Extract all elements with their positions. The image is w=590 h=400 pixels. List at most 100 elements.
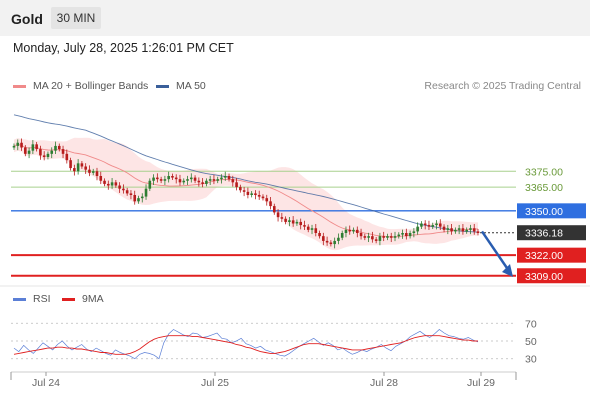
- time-tick-label: Jul 28: [370, 377, 398, 389]
- ma50-line: [13, 114, 479, 233]
- legend-rsi-swatch: [13, 297, 26, 301]
- candle-body: [110, 182, 114, 186]
- candle-body: [457, 228, 461, 230]
- rsi-tick-30: 30: [525, 354, 537, 366]
- candle-body: [235, 182, 238, 188]
- projection-arrow-shaft: [480, 230, 511, 272]
- legend-ma20-label: MA 20 + Bollinger Bands: [33, 80, 149, 92]
- candle-body: [454, 229, 457, 232]
- candle-body: [303, 225, 306, 227]
- candle-body: [265, 198, 269, 202]
- candle-body: [107, 183, 110, 186]
- candle-body: [291, 220, 295, 224]
- candle-body: [314, 228, 318, 233]
- legend-ma50-swatch: [156, 84, 169, 88]
- candle-body: [254, 193, 257, 195]
- legend-9ma-swatch: [62, 297, 75, 301]
- candle-body: [295, 221, 299, 224]
- time-tick-label: Jul 29: [467, 377, 495, 389]
- legend-ma20: MA 20 + Bollinger Bands: [13, 80, 148, 92]
- legend-ma50: MA 50: [156, 80, 206, 92]
- candle-body: [24, 147, 27, 154]
- candle-body: [250, 193, 253, 195]
- candle-body: [186, 179, 189, 181]
- candle-body: [46, 153, 50, 157]
- rsi-series-9MA: [13, 335, 478, 355]
- candle-body: [280, 217, 284, 219]
- candle-body: [427, 225, 431, 227]
- level-tag-3309.00: [517, 268, 586, 284]
- candle-body: [389, 236, 393, 238]
- candle-body: [148, 180, 152, 189]
- candle-body: [401, 233, 404, 235]
- level-label-3309.00: 3309.00: [525, 271, 563, 283]
- candle-body: [382, 236, 385, 238]
- bollinger-band: [14, 137, 478, 251]
- candle-body: [73, 168, 76, 172]
- candle-body: [469, 228, 472, 230]
- candle-body: [20, 142, 23, 148]
- candle-body: [91, 171, 95, 173]
- candle-body: [118, 185, 121, 189]
- candle-body: [393, 236, 397, 238]
- candle-body: [167, 176, 170, 180]
- candle-body: [65, 153, 69, 161]
- candle-body: [12, 145, 16, 148]
- instrument-title: Gold: [11, 11, 43, 27]
- level-tag-3322.00: [517, 247, 586, 263]
- candle-body: [416, 226, 419, 232]
- candle-body: [31, 144, 35, 151]
- candle-body: [178, 179, 182, 183]
- candle-body: [363, 236, 367, 238]
- candle-body: [288, 220, 291, 222]
- candle-body: [163, 179, 167, 181]
- candle-body: [378, 236, 382, 241]
- candle-body: [257, 195, 261, 197]
- ma20-line: [13, 143, 478, 238]
- candle-body: [227, 176, 231, 180]
- candle-body: [306, 226, 310, 230]
- candle-body: [420, 223, 423, 227]
- candle-body: [329, 242, 333, 245]
- candle-body: [446, 228, 450, 230]
- candle-body: [80, 163, 84, 167]
- candle-body: [465, 229, 468, 232]
- candle-body: [299, 221, 302, 226]
- candle-body: [231, 179, 235, 183]
- candle-body: [61, 149, 65, 154]
- candle-body: [272, 206, 276, 213]
- candle-body: [114, 182, 118, 186]
- research-credit: Research © 2025 Trading Central: [424, 80, 581, 92]
- candle-body: [276, 212, 280, 218]
- candle-body: [76, 163, 80, 172]
- candle-body: [54, 145, 57, 151]
- level-label-3375.00: 3375.00: [525, 166, 563, 178]
- chart-datetime: Monday, July 28, 2025 1:26:01 PM CET: [13, 41, 234, 55]
- candle-body: [69, 160, 72, 169]
- candle-body: [50, 150, 54, 154]
- candle-body: [318, 233, 321, 237]
- legend-ma50-label: MA 50: [176, 80, 206, 92]
- candle-body: [122, 188, 125, 191]
- candle-body: [374, 239, 378, 241]
- candle-body: [450, 228, 453, 232]
- candle-body: [322, 236, 325, 241]
- candle-body: [367, 236, 370, 238]
- timeframe-badge[interactable]: 30 MIN: [51, 7, 101, 29]
- legend-9ma-label: 9MA: [82, 293, 104, 305]
- projection-arrow-head: [502, 264, 513, 277]
- level-label-3350.00: 3350.00: [525, 206, 563, 218]
- legend-rsi-label: RSI: [33, 293, 51, 305]
- candle-body: [242, 190, 246, 192]
- candle-body: [220, 177, 223, 180]
- candle-body: [182, 180, 186, 183]
- candle-body: [408, 233, 412, 237]
- candle-body: [423, 223, 427, 226]
- candle-body: [340, 233, 344, 238]
- candle-body: [129, 193, 133, 195]
- candle-body: [310, 228, 314, 230]
- level-label-3365.00: 3365.00: [525, 182, 563, 194]
- candle-body: [174, 177, 178, 180]
- candle-body: [171, 176, 174, 178]
- candle-body: [16, 142, 20, 146]
